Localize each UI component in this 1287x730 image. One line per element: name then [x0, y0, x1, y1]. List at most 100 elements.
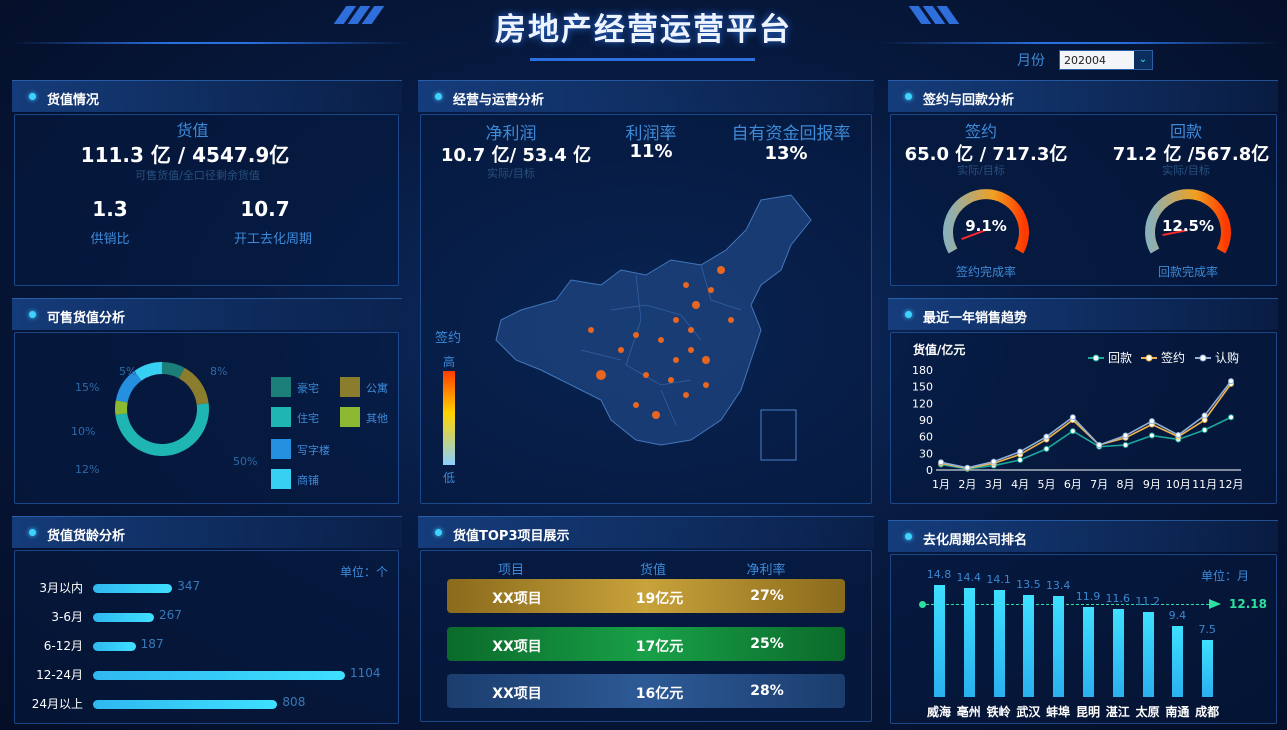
inventory-title: 货值	[176, 121, 209, 140]
map-legend-title: 签约	[435, 331, 462, 346]
series-point	[938, 459, 944, 466]
top3-project: XX项目	[492, 591, 542, 607]
saleable-panel-title: 可售货值分析	[47, 311, 126, 326]
destock-cycle-label: 开工去化周期	[233, 232, 312, 247]
series-point	[1122, 442, 1129, 448]
profit-rate-title: 利润率	[625, 124, 677, 144]
map-legend-gradient	[443, 371, 455, 465]
legend-label: 认购	[1215, 350, 1239, 365]
donut-slice	[178, 367, 209, 405]
series-point	[1069, 428, 1076, 435]
sign-value: 65.0 亿 / 717.3亿	[904, 144, 1068, 165]
map-legend-high: 高	[443, 355, 456, 369]
rank-bar	[1172, 625, 1184, 697]
rank-bar	[1112, 609, 1124, 697]
bullet-icon	[905, 93, 912, 100]
series-point	[1228, 378, 1234, 385]
net-profit-sub: 实际/目标	[487, 167, 535, 180]
top3-row[interactable]: XX项目 17亿元 25%	[447, 627, 845, 661]
x-tick-label: 8月	[1117, 478, 1135, 491]
legend-label-luxury: 豪宅	[297, 382, 319, 395]
series-point	[1069, 414, 1076, 421]
chevron-down-icon[interactable]: ⌄	[1134, 51, 1152, 69]
x-tick-label: 1月	[932, 478, 950, 491]
rank-bar-value: 14.4	[956, 571, 982, 585]
legend-marker	[1199, 354, 1207, 362]
top3-panel-title: 货值TOP3项目展示	[453, 529, 570, 544]
legend-label: 签约	[1161, 350, 1185, 365]
top3-rate: 27%	[750, 588, 784, 604]
ops-panel: 净利润 10.7 亿/ 53.4 亿 实际/目标 利润率 11% 自有资金回报率…	[420, 114, 872, 504]
age-bar-label: 12-24月	[36, 668, 83, 682]
top3-header-value: 货值	[639, 563, 666, 578]
bullet-icon	[905, 311, 912, 318]
top3-value: 19亿元	[635, 591, 684, 607]
rank-bar-label: 成都	[1195, 705, 1220, 719]
age-bar	[93, 613, 154, 622]
rank-avg-line	[921, 604, 1219, 605]
x-tick-label: 6月	[1064, 478, 1082, 491]
donut-label: 15%	[75, 381, 99, 394]
sign-panel-title: 签约与回款分析	[923, 93, 1015, 108]
rank-bar-label: 铁岭	[986, 705, 1011, 719]
profit-rate-value: 11%	[629, 141, 673, 162]
bullet-icon	[29, 529, 36, 536]
saleable-panel: 5% 8% 15% 10% 12% 50% 豪宅 公寓 住宅 其他 写字楼 商铺	[14, 332, 399, 504]
bullet-icon	[29, 93, 36, 100]
ops-panel-title: 经营与运营分析	[453, 93, 545, 108]
sign-gauge-caption: 签约完成率	[955, 265, 1016, 279]
roe-value: 13%	[764, 143, 808, 164]
trend-panel: 货值/亿元 0 30 60 90 120 150 180 1月 2月 3月 4月 5月 6月 7月 8月 9月…	[890, 332, 1277, 504]
age-panel-title: 货值货龄分析	[47, 529, 126, 544]
rank-bar	[934, 585, 945, 697]
legend-label-other: 其他	[366, 412, 388, 425]
trend-panel-header: 最近一年销售趋势	[888, 298, 1278, 330]
top3-rate: 25%	[750, 636, 784, 652]
top3-row[interactable]: XX项目 16亿元 28%	[447, 674, 845, 708]
y-tick-label: 120	[912, 397, 933, 410]
sign-title: 签约	[964, 122, 997, 141]
top3-project: XX项目	[492, 686, 542, 702]
rank-avg-label: 12.18	[1229, 597, 1267, 611]
rank-bar-label: 南通	[1165, 705, 1190, 719]
age-panel: 单位：个 3月以内 347 3-6月 267 6-12月 187 12-24月 1104 24月…	[14, 550, 399, 724]
payback-value: 71.2 亿 /567.8亿	[1112, 144, 1270, 165]
inventory-value: 111.3 亿 / 4547.9亿	[80, 143, 290, 167]
top3-row[interactable]: XX项目 19亿元 27%	[447, 579, 845, 613]
age-bar	[93, 700, 278, 709]
legend-marker	[1092, 354, 1100, 362]
sign-panel-header: 签约与回款分析	[888, 80, 1278, 112]
rank-bar-label: 威海	[926, 705, 951, 719]
donut-label: 50%	[233, 455, 257, 468]
legend-label-office: 写字楼	[297, 444, 330, 457]
supply-ratio-value: 1.3	[92, 197, 128, 221]
series-point	[1122, 432, 1129, 439]
series-point	[1228, 414, 1234, 421]
age-panel-header: 货值货龄分析	[12, 516, 402, 548]
age-bar	[93, 671, 345, 680]
bullet-icon	[435, 529, 442, 536]
top3-project: XX项目	[492, 639, 542, 655]
rank-bar-value: 11.6	[1105, 592, 1131, 606]
legend-marker	[1145, 354, 1153, 362]
rank-bar-value: 13.5	[1016, 577, 1041, 591]
legend-swatch-shop	[271, 469, 291, 489]
trend-unit: 货值/亿元	[913, 343, 966, 357]
rank-bar-label: 太原	[1135, 705, 1160, 719]
legend-swatch-office	[271, 439, 291, 459]
month-select[interactable]: 202004 ⌄	[1059, 50, 1153, 70]
inventory-panel-header: 货值情况	[12, 80, 402, 112]
donut-label: 10%	[71, 425, 95, 438]
legend-label-shop: 商铺	[297, 474, 319, 487]
series-point	[1148, 418, 1155, 425]
x-tick-label: 3月	[985, 478, 1003, 491]
rank-bar	[1023, 594, 1035, 697]
sign-panel: 签约 65.0 亿 / 717.3亿 实际/目标 回款 71.2 亿 /567.…	[890, 114, 1277, 286]
age-bar-value: 347	[177, 579, 201, 593]
series-point	[1175, 432, 1182, 438]
rank-bar-value: 14.8	[926, 568, 952, 581]
age-bar	[93, 642, 136, 651]
legend-swatch-apartment	[340, 377, 360, 397]
series-point	[964, 464, 971, 471]
donut-slice	[115, 400, 128, 415]
